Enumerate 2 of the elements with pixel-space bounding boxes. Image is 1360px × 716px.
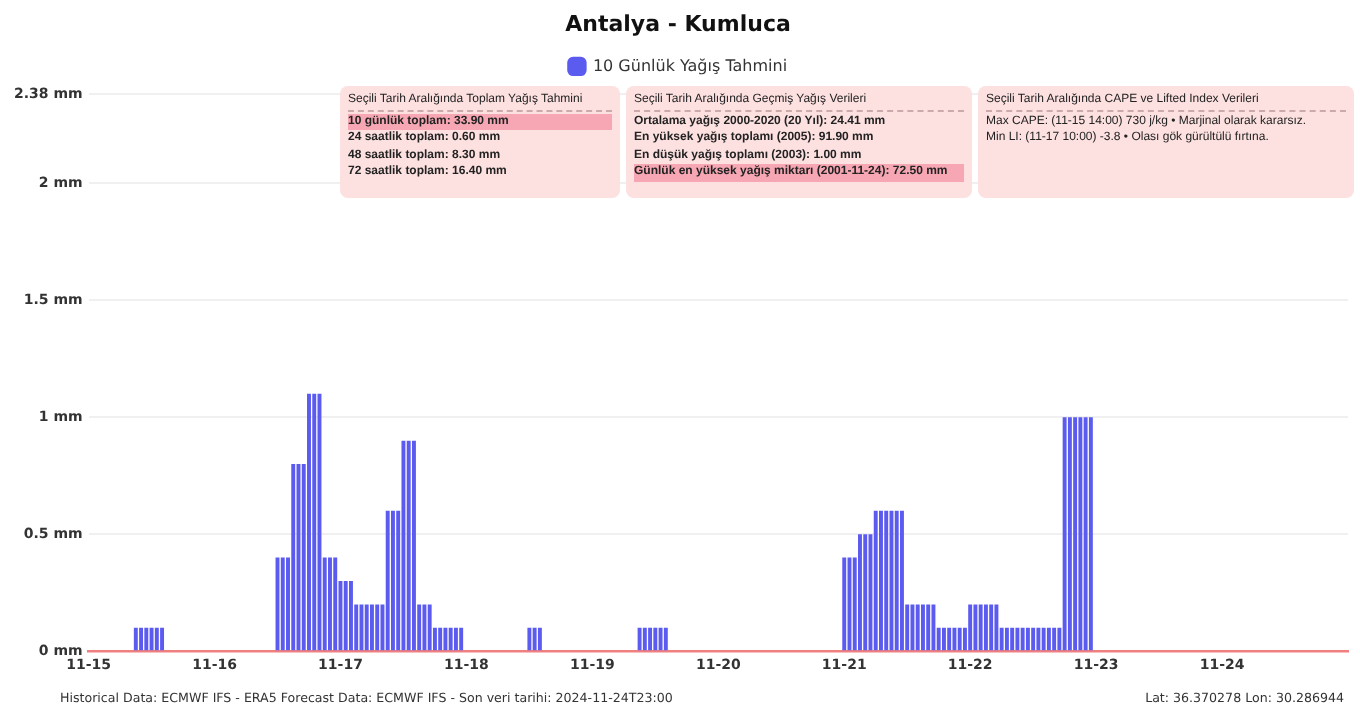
chart-title: Antalya - Kumluca: [565, 10, 791, 37]
legend-label: 10 Günlük Yağış Tahmini: [592, 56, 788, 75]
